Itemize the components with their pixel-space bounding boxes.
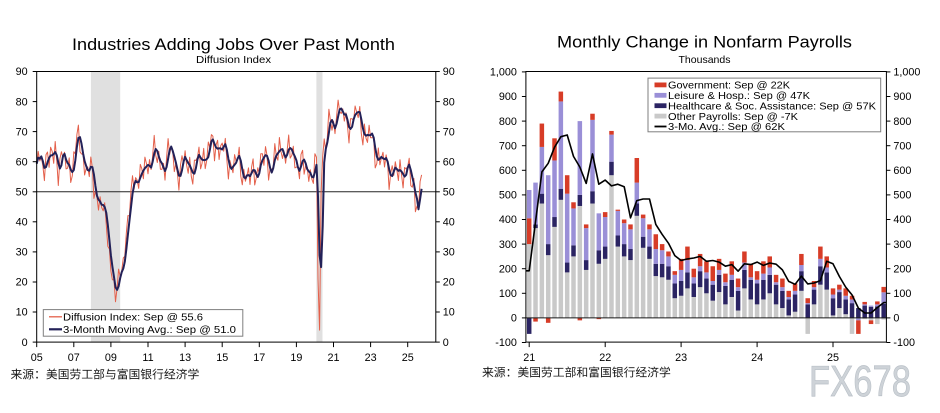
svg-text:24: 24 <box>751 352 763 364</box>
svg-text:100: 100 <box>893 288 911 300</box>
svg-text:90: 90 <box>16 66 28 78</box>
svg-text:20: 20 <box>443 277 455 289</box>
svg-text:300: 300 <box>499 239 517 251</box>
svg-text:300: 300 <box>893 239 911 251</box>
svg-text:30: 30 <box>16 247 28 259</box>
svg-text:20: 20 <box>16 277 28 289</box>
svg-text:40: 40 <box>443 217 455 229</box>
svg-text:07: 07 <box>68 352 80 364</box>
svg-text:Government: Sep @ 22K: Government: Sep @ 22K <box>668 80 790 92</box>
svg-text:Monthly Change in Nonfarm Payr: Monthly Change in Nonfarm Payrolls <box>557 33 852 52</box>
svg-text:500: 500 <box>893 190 911 202</box>
svg-text:200: 200 <box>893 263 911 275</box>
svg-text:100: 100 <box>499 288 517 300</box>
svg-text:15: 15 <box>216 352 228 364</box>
svg-text:50: 50 <box>16 187 28 199</box>
svg-text:80: 80 <box>16 96 28 108</box>
svg-text:800: 800 <box>499 116 517 128</box>
svg-text:70: 70 <box>16 126 28 138</box>
svg-text:80: 80 <box>443 96 455 108</box>
svg-text:60: 60 <box>16 156 28 168</box>
svg-text:-100: -100 <box>893 337 915 349</box>
svg-text:-100: -100 <box>495 337 517 349</box>
svg-text:400: 400 <box>893 214 911 226</box>
svg-text:10: 10 <box>16 307 28 319</box>
svg-text:70: 70 <box>443 126 455 138</box>
svg-text:800: 800 <box>893 116 911 128</box>
svg-text:600: 600 <box>893 165 911 177</box>
svg-text:40: 40 <box>16 217 28 229</box>
svg-text:21: 21 <box>523 352 535 364</box>
svg-text:900: 900 <box>499 91 517 103</box>
svg-text:1,000: 1,000 <box>490 67 517 79</box>
svg-text:09: 09 <box>105 352 117 364</box>
svg-text:25: 25 <box>827 352 839 364</box>
svg-text:900: 900 <box>893 91 911 103</box>
svg-text:90: 90 <box>443 66 455 78</box>
svg-text:21: 21 <box>327 352 339 364</box>
svg-text:Other Payrolls: Sep @ -7K: Other Payrolls: Sep @ -7K <box>668 111 798 123</box>
svg-text:11: 11 <box>142 352 153 364</box>
svg-text:23: 23 <box>365 352 377 364</box>
svg-text:3-Month Moving Avg.: Sep @ 51.: 3-Month Moving Avg.: Sep @ 51.0 <box>63 324 236 336</box>
svg-text:10: 10 <box>443 307 455 319</box>
svg-text:0: 0 <box>893 313 899 325</box>
svg-text:30: 30 <box>443 247 455 259</box>
svg-text:Diffusion Index: Sep @ 55.6: Diffusion Index: Sep @ 55.6 <box>63 312 203 324</box>
svg-text:500: 500 <box>499 190 517 202</box>
svg-text:22: 22 <box>599 352 611 364</box>
svg-text:05: 05 <box>31 352 43 364</box>
svg-text:0: 0 <box>443 337 449 349</box>
svg-text:19: 19 <box>290 352 302 364</box>
svg-text:60: 60 <box>443 156 455 168</box>
svg-text:Leisure & Hosp.: Sep @ 47K: Leisure & Hosp.: Sep @ 47K <box>668 90 810 102</box>
svg-text:0: 0 <box>22 337 28 349</box>
svg-text:Diffusion Index: Diffusion Index <box>196 54 272 66</box>
svg-text:Industries Adding Jobs Over Pa: Industries Adding Jobs Over Past Month <box>72 35 395 54</box>
svg-text:FX678: FX678 <box>809 357 911 406</box>
svg-text:0: 0 <box>511 313 517 325</box>
svg-text:17: 17 <box>253 352 265 364</box>
svg-text:50: 50 <box>443 187 455 199</box>
svg-text:700: 700 <box>499 140 517 152</box>
svg-text:Thousands: Thousands <box>679 54 731 66</box>
svg-text:1,000: 1,000 <box>893 67 920 79</box>
svg-text:700: 700 <box>893 140 911 152</box>
svg-text:3-Mo. Avg.: Sep @ 62K: 3-Mo. Avg.: Sep @ 62K <box>668 121 785 133</box>
svg-text:600: 600 <box>499 165 517 177</box>
svg-text:25: 25 <box>402 352 414 364</box>
svg-text:200: 200 <box>499 263 517 275</box>
svg-text:13: 13 <box>179 352 191 364</box>
svg-text:23: 23 <box>675 352 687 364</box>
svg-text:400: 400 <box>499 214 517 226</box>
svg-text:Healthcare & Soc. Assistance:: Healthcare & Soc. Assistance: Sep @ 57K <box>668 100 876 112</box>
